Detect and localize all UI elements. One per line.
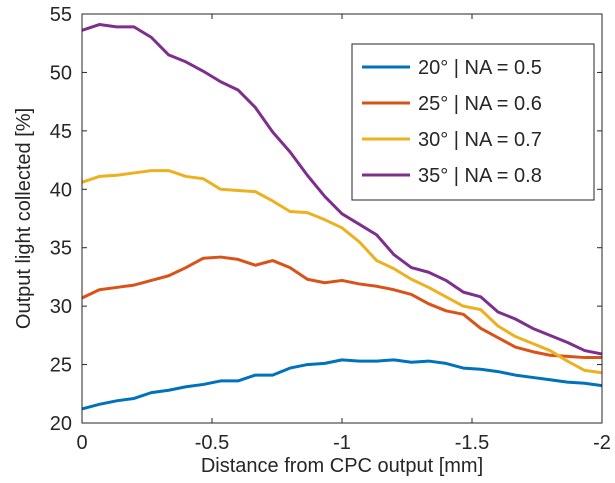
x-axis-title: Distance from CPC output [mm]: [201, 455, 483, 477]
series-line-2: [82, 255, 602, 360]
y-tick-label: 30: [50, 296, 72, 318]
y-tick-label: 50: [50, 62, 72, 84]
y-tick-label: 35: [50, 238, 72, 260]
x-tick-label: -2: [593, 432, 611, 454]
x-tick-label: 0: [76, 432, 87, 454]
legend-label-4: 35° | NA = 0.8: [418, 165, 542, 187]
x-tick-label: -0.5: [195, 432, 229, 454]
x-tick-label: -1.5: [455, 432, 489, 454]
x-tick-label: -1: [333, 432, 351, 454]
y-axis-title: Output light collected [%]: [13, 108, 35, 329]
legend-label-1: 20° | NA = 0.5: [418, 57, 542, 79]
y-tick-label: 20: [50, 413, 72, 435]
legend: 20° | NA = 0.5 25° | NA = 0.6 30° | NA = 0…: [351, 43, 595, 201]
series-line-4: [82, 23, 602, 356]
series-line-1: [82, 358, 602, 411]
ticks-layer: 0 -0.5 -1 -1.5 -2 20 25 30 35 40 45 50 55: [50, 4, 611, 454]
legend-label-2: 25° | NA = 0.6: [418, 93, 542, 115]
legend-label-3: 30° | NA = 0.7: [418, 129, 542, 151]
y-tick-label: 55: [50, 4, 72, 26]
series-layer: [82, 23, 602, 411]
y-tick-label: 45: [50, 121, 72, 143]
y-tick-label: 25: [50, 355, 72, 377]
y-tick-label: 40: [50, 179, 72, 201]
series-line-3: [82, 169, 602, 375]
